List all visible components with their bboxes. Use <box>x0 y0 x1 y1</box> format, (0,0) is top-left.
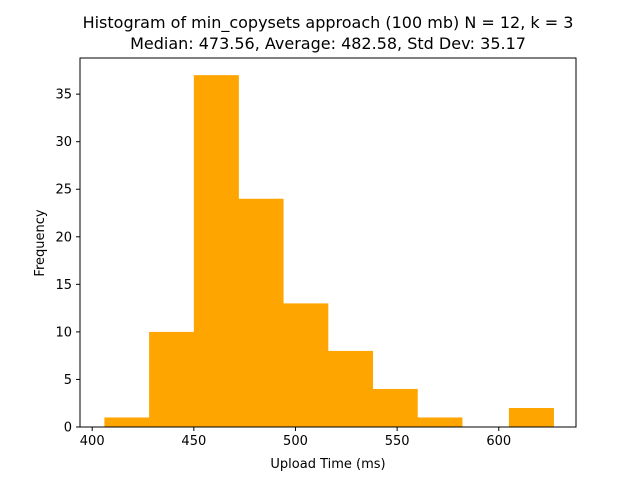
x-tick-label: 600 <box>486 434 511 449</box>
x-tick-label: 550 <box>385 434 410 449</box>
y-tick-label: 15 <box>55 278 72 293</box>
x-axis-label: Upload Time (ms) <box>270 457 385 472</box>
axes-frame <box>79 57 577 428</box>
histogram-bar <box>417 417 463 427</box>
y-tick-label: 20 <box>55 230 72 245</box>
plot-area: 400 450 500 550 600 0 5 10 15 20 25 30 35 <box>55 57 577 449</box>
chart-subtitle: Median: 473.56, Average: 482.58, Std Dev… <box>130 34 526 53</box>
x-tick-label: 400 <box>80 434 105 449</box>
y-tick-label: 5 <box>64 373 72 388</box>
histogram-bar <box>149 331 195 427</box>
x-tick-label: 500 <box>283 434 308 449</box>
y-axis-label: Frequency <box>33 209 48 276</box>
histogram-bar <box>372 388 418 427</box>
histogram-bar <box>508 407 554 427</box>
y-tick-label: 30 <box>55 135 72 150</box>
histogram-bar <box>283 303 329 427</box>
y-tick-label: 0 <box>64 421 72 436</box>
histogram-bar <box>238 198 284 427</box>
chart-title: Histogram of min_copysets approach (100 … <box>83 13 574 33</box>
histogram-bar <box>193 75 239 428</box>
y-tick-label: 25 <box>55 183 72 198</box>
y-tick-label: 10 <box>55 325 72 340</box>
y-tick-label: 35 <box>55 88 72 103</box>
histogram-bar <box>104 417 150 427</box>
x-tick-label: 450 <box>181 434 206 449</box>
histogram-bar <box>328 350 374 427</box>
